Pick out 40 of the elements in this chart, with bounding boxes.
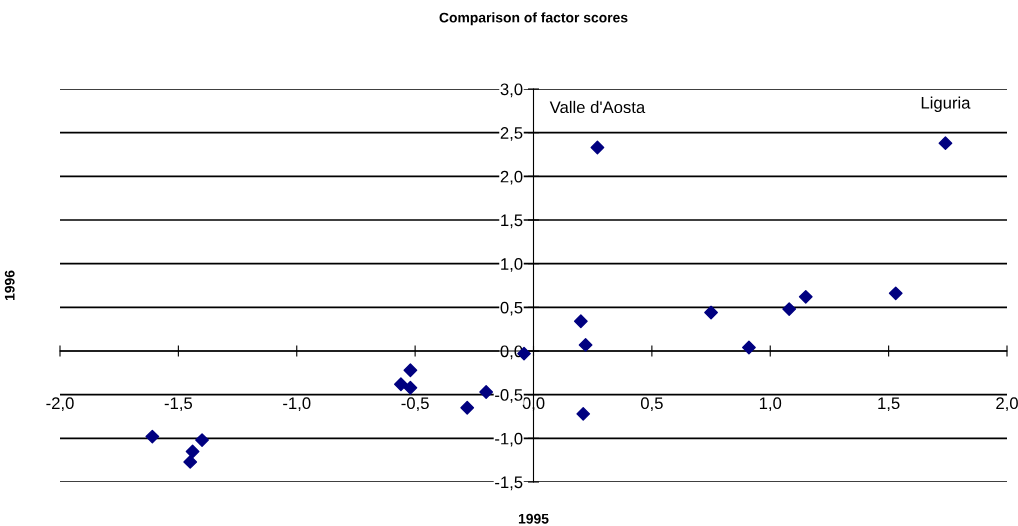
point bbox=[888, 286, 903, 301]
point bbox=[185, 444, 200, 459]
annotation: Liguria bbox=[921, 96, 971, 113]
y-tick-label: -1,5 bbox=[495, 476, 523, 491]
chart-title: Comparison of factor scores bbox=[439, 12, 628, 26]
point bbox=[704, 305, 718, 320]
y-tick-label: -1,0 bbox=[495, 432, 523, 447]
x-tick-label: 1,5 bbox=[878, 397, 900, 412]
point bbox=[798, 289, 813, 304]
y-tick-label: 1,0 bbox=[501, 258, 523, 272]
point bbox=[938, 136, 953, 151]
y-tick-label: 0,5 bbox=[500, 301, 523, 316]
x-tick-label: -1,0 bbox=[283, 397, 311, 412]
x-tick-label: -1,5 bbox=[164, 397, 193, 412]
x-tick-label: 0,5 bbox=[640, 397, 663, 412]
x-tick-label: -2,0 bbox=[46, 397, 74, 412]
point bbox=[742, 340, 756, 355]
y-tick-label: 2,0 bbox=[500, 170, 523, 185]
x-tick-label: 2,0 bbox=[996, 397, 1018, 412]
point bbox=[394, 377, 408, 392]
point bbox=[782, 302, 797, 316]
point bbox=[195, 433, 209, 447]
x-axis-title: 1995 bbox=[518, 513, 549, 524]
x-tick-label: -0,5 bbox=[401, 397, 429, 412]
point bbox=[183, 455, 198, 469]
point bbox=[479, 385, 494, 399]
x-tick-label: 1,0 bbox=[759, 397, 782, 412]
y-tick-label: 2,5 bbox=[500, 127, 523, 141]
point bbox=[460, 400, 475, 415]
point bbox=[403, 363, 418, 378]
y-tick-label: 3,0 bbox=[500, 83, 523, 98]
annotation: Valle d'Aosta bbox=[549, 100, 646, 114]
point bbox=[578, 337, 593, 352]
point bbox=[573, 314, 588, 329]
point bbox=[590, 140, 605, 155]
point bbox=[145, 429, 160, 444]
point bbox=[403, 380, 418, 395]
y-tick-label: 1,5 bbox=[501, 214, 523, 229]
y-axis-title: 1996 bbox=[4, 270, 15, 301]
point bbox=[576, 406, 591, 421]
